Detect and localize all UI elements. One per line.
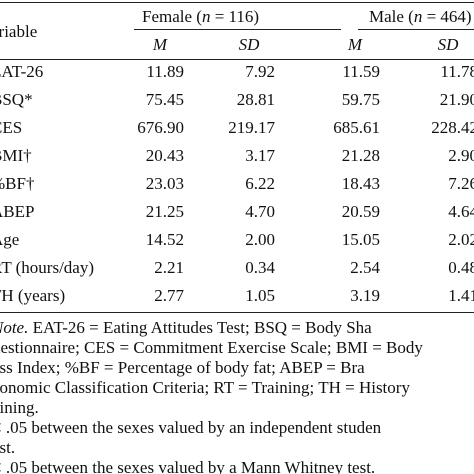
table-note-line: Note. EAT-26 = Eating Attitudes Test; BS… — [0, 318, 372, 337]
row-male-sd: 4.64 — [448, 202, 474, 221]
row-female-mean: 676.90 — [137, 118, 184, 137]
table-note-line: conomic Classification Criteria; RT = Tr… — [0, 378, 410, 397]
footnote-independent-t: < .05 between the sexes valued by an ind… — [0, 418, 382, 437]
row-male-mean: 3.19 — [350, 286, 380, 305]
header-male-sd: SD — [437, 35, 459, 54]
row-female-sd: 6.22 — [245, 174, 275, 193]
row-female-sd: 0.34 — [245, 258, 275, 277]
footnote-mann-whitney: < .05 between the sexes valued by a Mann… — [0, 458, 376, 474]
table-note-line: uestionnaire; CES = Commitment Exercise … — [0, 338, 423, 357]
row-male-sd: 1.41 — [448, 286, 474, 305]
row-male-mean: 11.59 — [342, 62, 380, 81]
row-female-mean: 20.43 — [145, 146, 184, 165]
row-label: EAT-26 — [0, 62, 44, 81]
table-note-line: aining. — [0, 398, 39, 417]
row-male-mean: 15.05 — [341, 230, 380, 249]
row-female-mean: 21.25 — [145, 202, 184, 221]
row-male-sd: 0.48 — [448, 258, 474, 277]
header-variable: ariable — [0, 22, 38, 41]
row-male-sd: 21.90 — [439, 90, 474, 109]
table-bottom-rule — [0, 312, 474, 313]
header-female-sd: SD — [238, 35, 260, 54]
row-label: Age — [0, 230, 20, 249]
row-female-mean: 23.03 — [145, 174, 184, 193]
row-male-mean: 20.59 — [341, 202, 380, 221]
row-female-mean: 2.77 — [154, 286, 184, 305]
row-female-sd: 4.70 — [245, 202, 275, 221]
row-male-mean: 21.28 — [341, 146, 380, 165]
row-female-mean: 75.45 — [145, 90, 184, 109]
header-female-group: Female (n = 116) — [142, 7, 260, 26]
row-female-sd: 28.81 — [236, 90, 275, 109]
row-male-mean: 18.43 — [341, 174, 380, 193]
table-note-line: ass Index; %BF = Percentage of body fat;… — [0, 358, 365, 377]
row-female-mean: 14.52 — [145, 230, 184, 249]
row-label: ABEP — [0, 202, 35, 221]
row-label: %BF† — [0, 174, 35, 193]
header-female-m: M — [152, 35, 168, 54]
row-female-sd: 2.00 — [245, 230, 275, 249]
row-female-sd: 3.17 — [245, 146, 275, 165]
row-male-mean: 685.61 — [333, 118, 380, 137]
header-male-m: M — [347, 35, 363, 54]
row-male-sd: 11.78 — [440, 62, 474, 81]
row-label: RT (hours/day) — [0, 258, 95, 277]
female-group-rule — [134, 29, 341, 30]
header-bottom-rule — [0, 59, 474, 60]
row-female-mean: 11.89 — [146, 62, 184, 81]
row-male-sd: 7.26 — [448, 174, 474, 193]
row-label: CES — [0, 118, 23, 137]
footnote-independent-t-cont: est. — [0, 438, 16, 457]
row-female-sd: 7.92 — [245, 62, 275, 81]
row-male-mean: 2.54 — [350, 258, 380, 277]
row-label: BSQ* — [0, 90, 33, 109]
row-male-sd: 2.90 — [448, 146, 474, 165]
row-female-sd: 1.05 — [245, 286, 275, 305]
row-male-sd: 2.02 — [448, 230, 474, 249]
row-male-mean: 59.75 — [341, 90, 380, 109]
row-female-sd: 219.17 — [228, 118, 275, 137]
row-female-mean: 2.21 — [154, 258, 184, 277]
row-label: BMI† — [0, 146, 32, 165]
table-top-rule — [0, 2, 474, 3]
row-label: TH (years) — [0, 286, 66, 305]
male-group-rule — [358, 29, 474, 30]
header-male-group: Male (n = 464) — [369, 7, 472, 26]
row-male-sd: 228.42 — [431, 118, 474, 137]
